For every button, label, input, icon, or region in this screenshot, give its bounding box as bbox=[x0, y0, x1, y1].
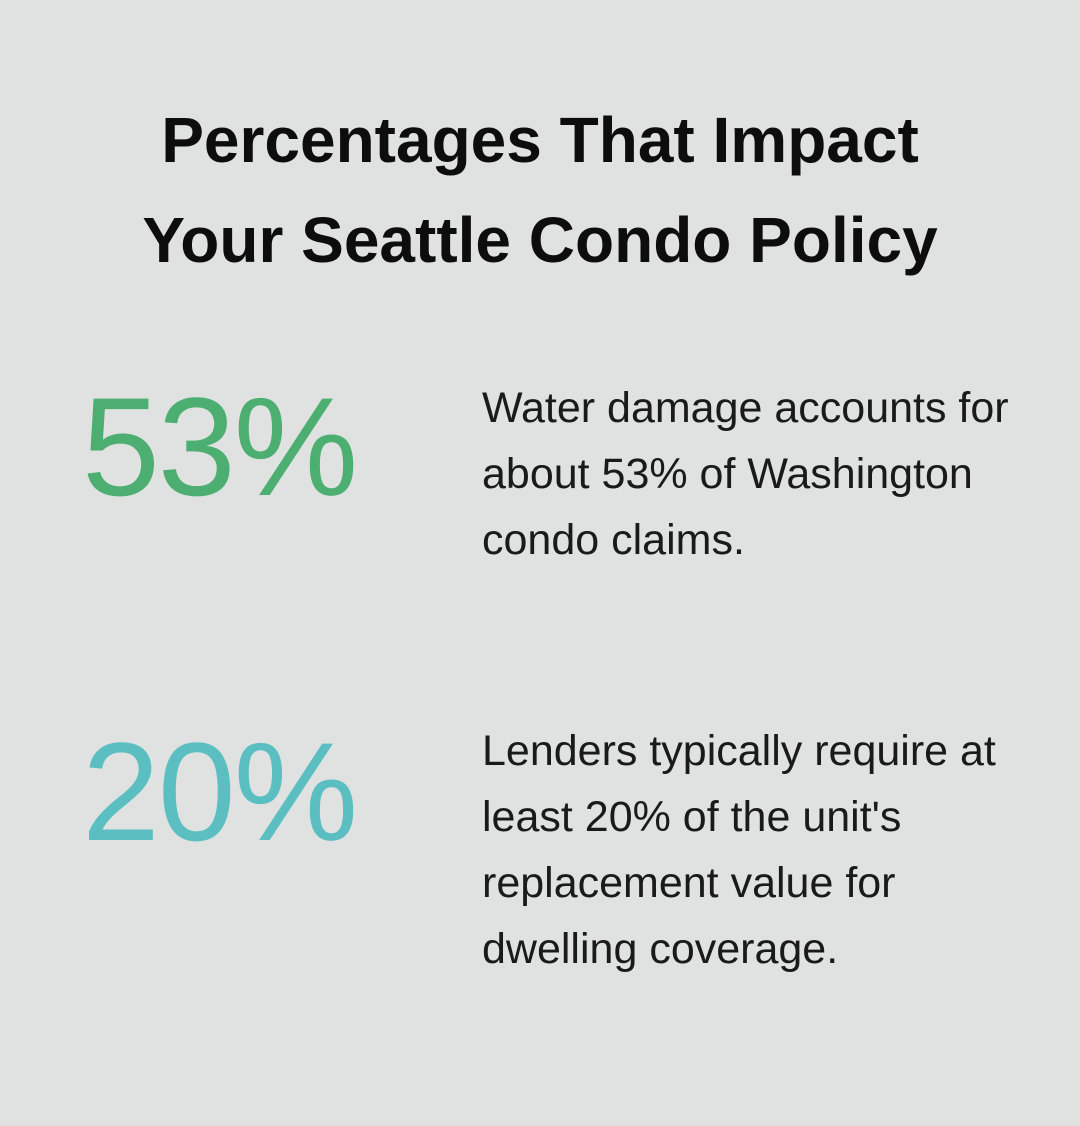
description: Lenders typically require at least 20% o… bbox=[482, 727, 996, 973]
title-line: Percentages That Impact bbox=[161, 104, 919, 176]
stat: 20% bbox=[82, 713, 358, 870]
description: Water damage accounts for about 53% of W… bbox=[482, 384, 1009, 564]
title-line: Your Seattle Condo Policy bbox=[142, 204, 938, 276]
stat: 53% bbox=[82, 368, 358, 525]
